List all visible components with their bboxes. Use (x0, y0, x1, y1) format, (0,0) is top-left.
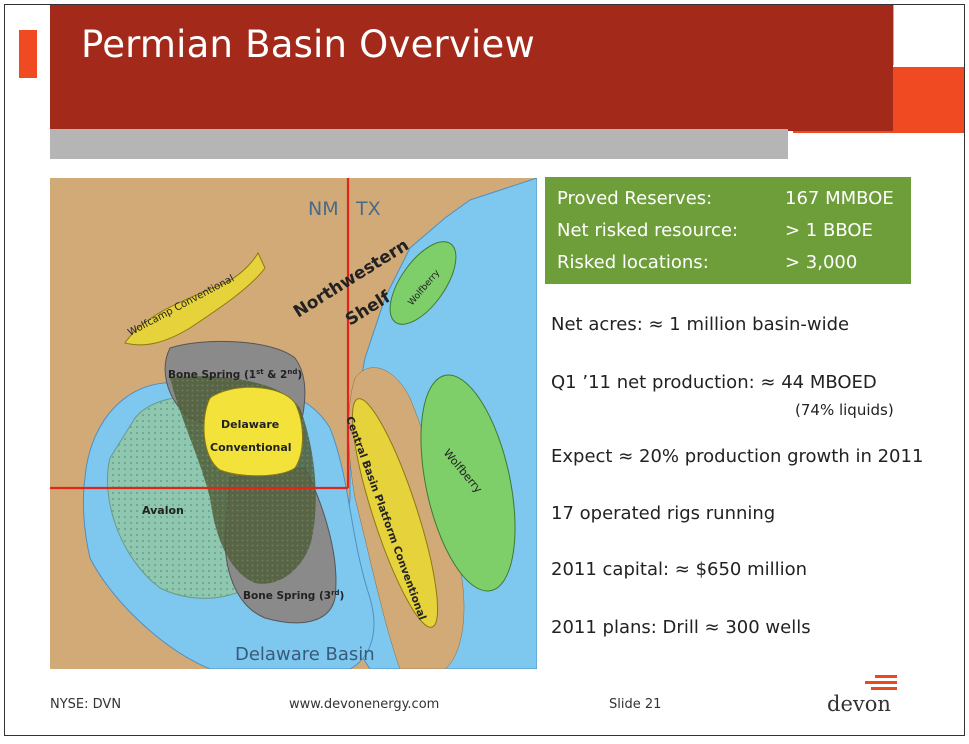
title-bar (50, 5, 893, 131)
stat-row-proved-reserves: Proved Reserves: 167 MMBOE (557, 184, 907, 214)
avalon-label: Avalon (142, 504, 184, 517)
stat-value: 167 MMBOE (785, 188, 894, 209)
footer-slide-number: Slide 21 (609, 697, 662, 712)
footer-website[interactable]: www.devonenergy.com (289, 697, 440, 712)
delaware-conventional-area (203, 386, 303, 477)
net-acres-text: Net acres: ≈ 1 million basin-wide (551, 314, 850, 335)
stat-value: > 1 BBOE (785, 220, 873, 241)
wolfberry-top-area (389, 241, 457, 325)
growth-text: Expect ≈ 20% production growth in 2011 (551, 446, 924, 467)
plans-text: 2011 plans: Drill ≈ 300 wells (551, 617, 811, 638)
rigs-text: 17 operated rigs running (551, 503, 776, 524)
delaware-basin-label: Delaware Basin (235, 644, 375, 665)
title-bar-shadow (50, 129, 788, 159)
stat-row-risked-locations: Risked locations: > 3,000 (557, 248, 907, 278)
central-basin-area (351, 398, 439, 628)
permian-basin-map: NM TX Northwestern Shelf Wolfcamp Conven… (50, 178, 537, 669)
devon-logo: devon (827, 675, 897, 716)
key-stats-box: Proved Reserves: 167 MMBOE Net risked re… (545, 177, 911, 284)
stat-label: Net risked resource: (557, 220, 739, 241)
capital-text: 2011 capital: ≈ $650 million (551, 559, 808, 580)
wolfcamp-area (124, 251, 266, 346)
state-label-nm: NM (308, 198, 339, 220)
delaware-conventional-label-1: Delaware (221, 418, 279, 431)
bone-spring-3-label: Bone Spring (3rd) (243, 589, 344, 602)
production-subtext: (74% liquids) (795, 401, 894, 419)
production-text: Q1 ’11 net production: ≈ 44 MBOED (551, 372, 877, 393)
bone-spring-1-2-label: Bone Spring (1st & 2nd) (168, 368, 302, 381)
devon-logo-text: devon (827, 692, 891, 716)
state-label-tx: TX (355, 198, 381, 220)
wolfberry-right-area (420, 374, 516, 592)
slide: Permian Basin Overview (4, 4, 965, 736)
stat-value: > 3,000 (785, 252, 858, 273)
decorative-orange-tab (19, 30, 37, 78)
footer-ticker: NYSE: DVN (50, 697, 122, 712)
delaware-conventional-label-2: Conventional (210, 441, 292, 454)
stat-label: Proved Reserves: (557, 188, 713, 209)
stat-label: Risked locations: (557, 252, 709, 273)
stat-row-net-risked-resource: Net risked resource: > 1 BBOE (557, 216, 907, 246)
slide-title: Permian Basin Overview (81, 23, 535, 66)
